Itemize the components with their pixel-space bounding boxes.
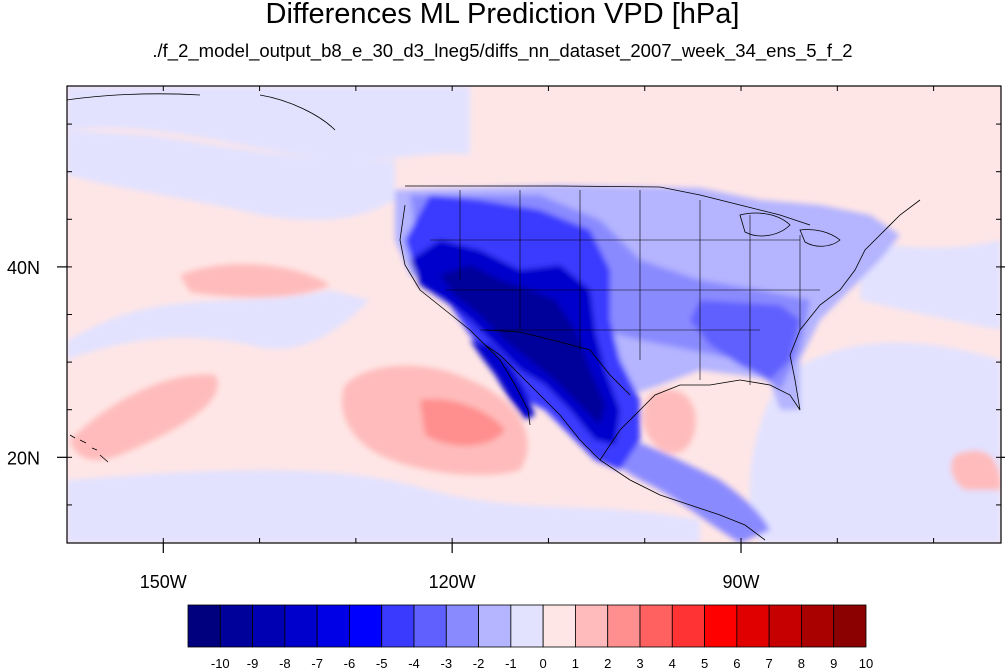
colorbar-swatch — [478, 604, 512, 648]
great-lakes — [739, 212, 841, 247]
state-lines — [430, 190, 820, 385]
colorbar-swatch — [316, 604, 350, 648]
colorbar: -10 -9 -8 -7 -6 -5 -4 -3 -2 -1 0 1 2 3 4 5 6 7 8 9 10 — [187, 604, 873, 671]
colorbar-swatch — [768, 604, 802, 648]
colorbar-swatch — [639, 604, 673, 648]
colorbar-swatch — [542, 604, 576, 648]
colorbar-swatch — [671, 604, 705, 648]
colorbar-swatch — [833, 604, 867, 648]
lat-tick-label: 20N — [7, 448, 40, 468]
colorbar-swatch — [801, 604, 835, 648]
colorbar-label: -5 — [376, 656, 388, 671]
colorbar-swatch — [252, 604, 286, 648]
colorbar-swatch — [445, 604, 479, 648]
colorbar-label: -8 — [279, 656, 291, 671]
colorbar-swatch — [349, 604, 383, 648]
colorbar-label: -4 — [408, 656, 420, 671]
lat-tick-label: 40N — [7, 258, 40, 278]
map-axes: 150W 120W 90W 40N 20N — [7, 86, 1005, 592]
colorbar-label: 7 — [766, 656, 773, 671]
colorbar-label: -10 — [211, 656, 230, 671]
colorbar-swatch — [284, 604, 318, 648]
colorbar-label: -1 — [505, 656, 517, 671]
lon-tick-label: 150W — [140, 572, 187, 592]
caribbean-positive-region — [951, 450, 1001, 490]
pacific-northwest-negative-region — [67, 130, 395, 220]
colorbar-swatch — [607, 604, 641, 648]
baja-offshore-positive-core — [420, 399, 505, 446]
colorbar-label: 10 — [859, 656, 873, 671]
colorbar-label: 6 — [733, 656, 740, 671]
colorbar-label: -9 — [247, 656, 259, 671]
southwest-extreme-negative-region — [440, 265, 605, 425]
colorbar-label: -7 — [311, 656, 323, 671]
colorbar-swatch — [187, 604, 221, 648]
pacific-north-negative-region — [67, 86, 470, 162]
atlantic-north-negative-region — [860, 240, 1001, 330]
colorbar-swatch — [736, 604, 770, 648]
colorbar-swatch — [219, 604, 253, 648]
colorbar-swatch — [575, 604, 609, 648]
colorbar-label: 8 — [798, 656, 805, 671]
geographic-boundaries — [67, 93, 921, 541]
baja-peninsula-negative-region — [470, 340, 535, 420]
gulf-positive-region — [643, 389, 696, 454]
pacific-southwest-negative-region — [67, 290, 370, 360]
us-mexico-border — [484, 329, 631, 396]
lon-tick-label: 120W — [429, 572, 476, 592]
map-field — [67, 86, 1001, 543]
colorbar-label: -6 — [344, 656, 356, 671]
map-subtitle: ./f_2_model_output_b8_e_30_d3_lneg5/diff… — [152, 40, 853, 61]
pacific-positive-region-b — [70, 374, 218, 460]
colorbar-swatch — [413, 604, 447, 648]
colorbar-label: 0 — [540, 656, 547, 671]
lon-tick-label: 90W — [723, 572, 760, 592]
colorbar-label: 5 — [701, 656, 708, 671]
map-title: Differences ML Prediction VPD [hPa] — [265, 0, 740, 30]
colorbar-label: 3 — [636, 656, 643, 671]
colorbar-swatch — [381, 604, 415, 648]
colorbar-label: 9 — [830, 656, 837, 671]
central-america-negative-region — [600, 430, 770, 543]
pacific-positive-region-a — [180, 264, 330, 298]
colorbar-swatch — [510, 604, 544, 648]
colorbar-swatch — [704, 604, 738, 648]
alaska-coast — [67, 93, 336, 131]
colorbar-label: 1 — [572, 656, 579, 671]
colorbar-label: 4 — [669, 656, 676, 671]
colorbar-label: 2 — [604, 656, 611, 671]
north-america-coastline — [399, 199, 921, 541]
colorbar-label: -3 — [441, 656, 453, 671]
atlantic-negative-region — [749, 342, 1001, 543]
pacific-south-negative-region — [67, 470, 700, 543]
colorbar-label: -2 — [473, 656, 485, 671]
southeast-negative-region — [690, 300, 800, 380]
us-canada-border — [405, 185, 811, 226]
hawaii-islands — [69, 434, 109, 463]
